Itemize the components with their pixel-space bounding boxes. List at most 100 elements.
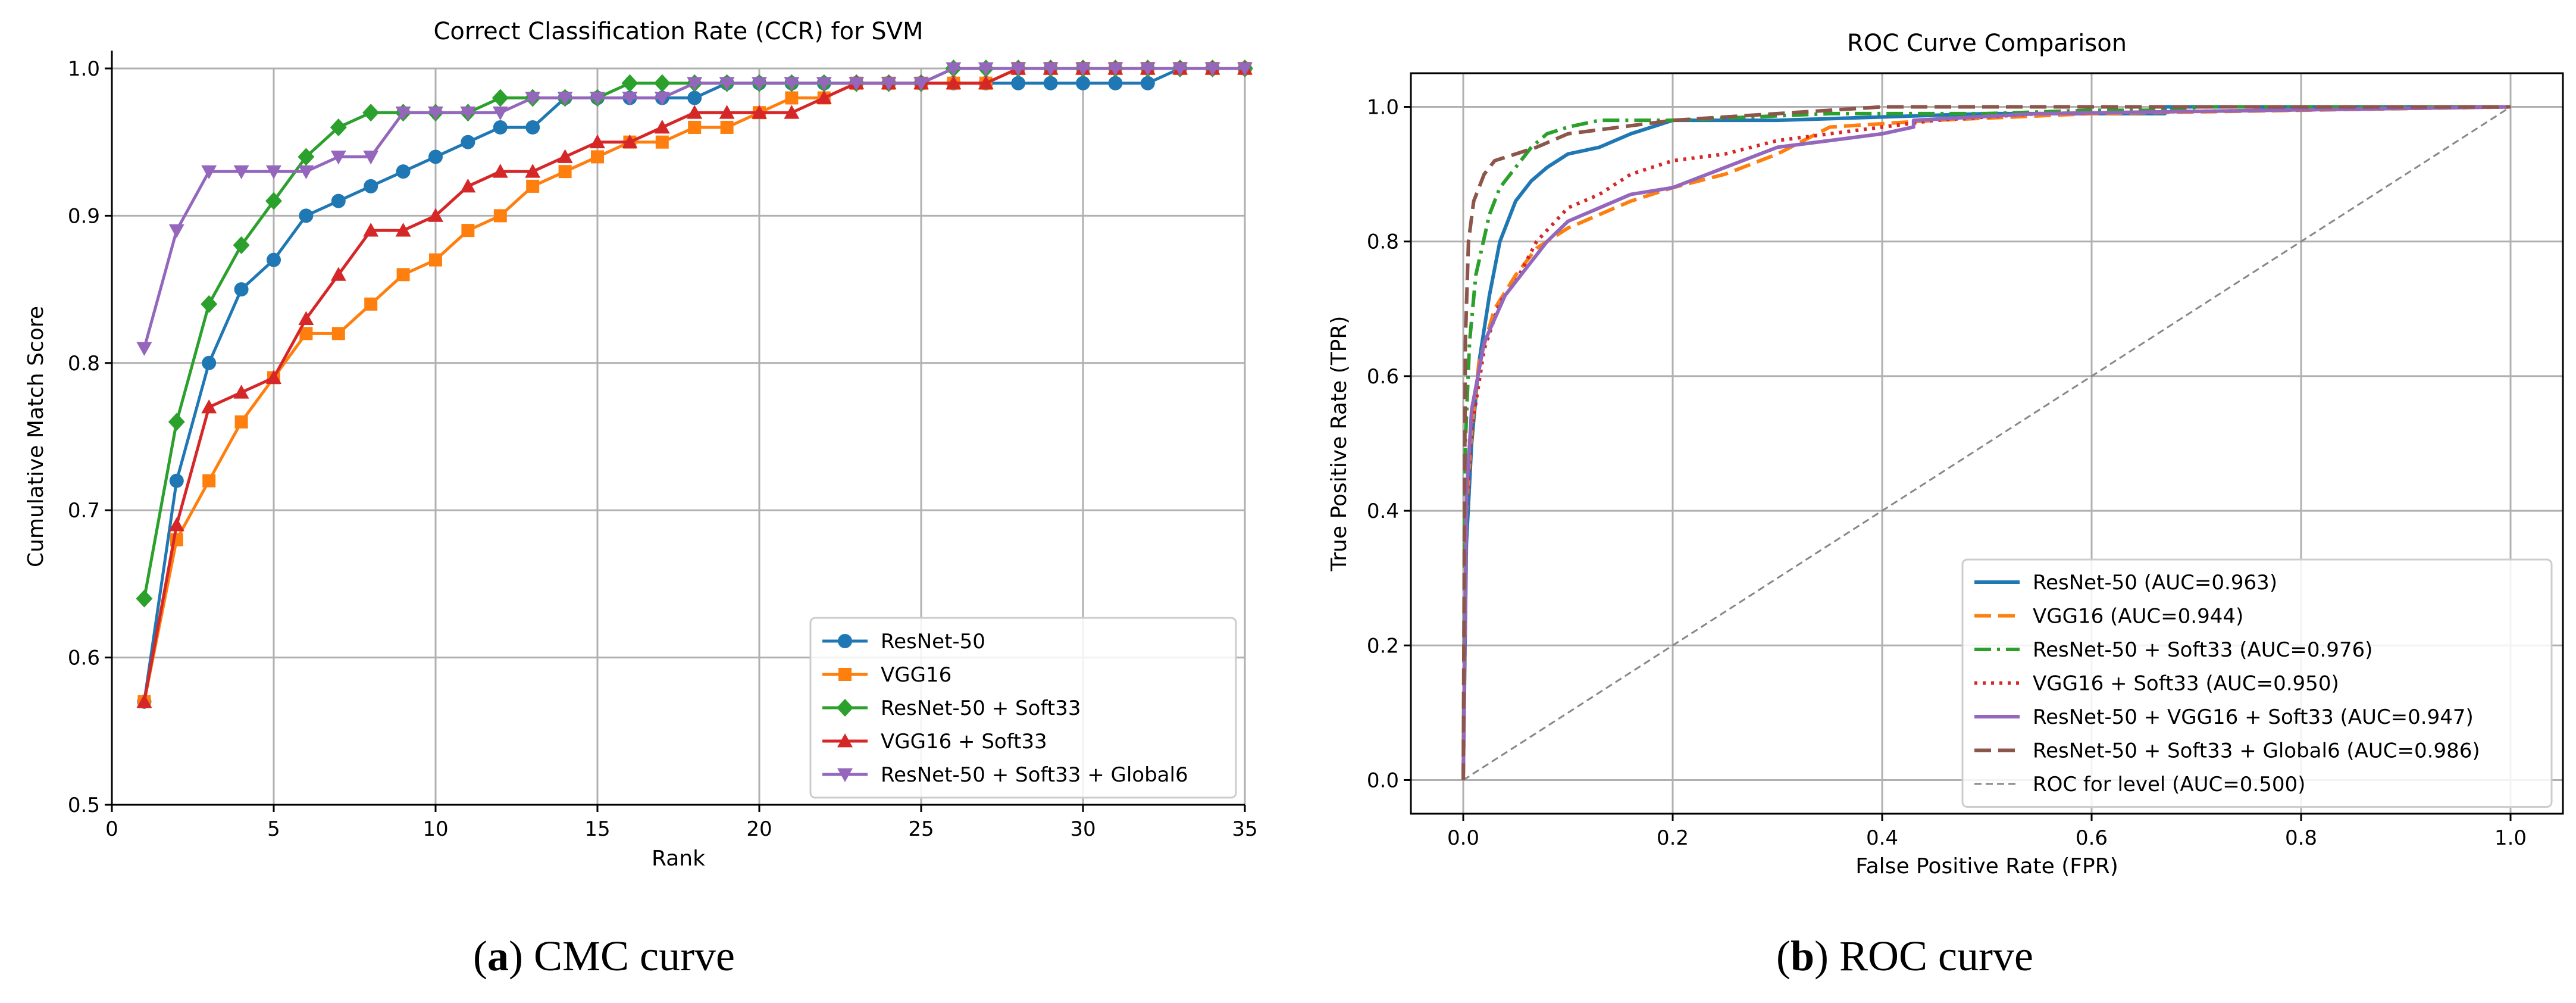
cmc-point <box>136 342 152 357</box>
roc-legend-label: ResNet-50 (AUC=0.963) <box>2033 571 2277 595</box>
cmc-ytick-label: 0.5 <box>68 793 100 817</box>
cmc-point <box>591 150 604 164</box>
cmc-series-line <box>142 67 1245 702</box>
caption-b-text: ROC curve <box>1839 932 2033 980</box>
cmc-point <box>687 105 703 119</box>
cmc-legend-box <box>809 617 1237 799</box>
cmc-legend-label: ResNet-50 <box>881 630 985 654</box>
cmc-point <box>234 282 249 297</box>
roc-xtick-label: 0.2 <box>1657 826 1689 850</box>
cmc-point <box>816 77 832 91</box>
cmc-point <box>233 236 250 254</box>
cmc-point <box>362 104 380 122</box>
cmc-point <box>525 164 541 178</box>
cmc-point <box>1140 76 1155 90</box>
cmc-point <box>461 224 475 238</box>
cmc-point <box>1043 76 1058 90</box>
roc-ytick-label: 0.4 <box>1367 499 1399 523</box>
cmc-xtick-label: 35 <box>1232 817 1257 841</box>
roc-ytick-label: 0.8 <box>1367 230 1399 254</box>
cmc-point <box>526 179 540 193</box>
roc-series-line <box>1463 106 2511 781</box>
cmc-point <box>492 164 508 178</box>
cmc-series-line <box>142 67 1245 702</box>
roc-ytick-label: 0.2 <box>1367 634 1399 658</box>
cmc-point <box>202 474 216 488</box>
cmc-point <box>299 327 313 340</box>
cmc-chart: 0 5 10 15 20 25 30 35 0.5 0.6 0.7 0.8 0.9 1.0 Correct … <box>24 18 1258 871</box>
cmc-point <box>168 517 184 532</box>
roc-legend-label: ROC for level (AUC=0.500) <box>2033 773 2305 796</box>
roc-xtick-label: 0.4 <box>1866 826 1898 850</box>
cmc-point <box>363 151 379 165</box>
cmc-legend-marker <box>838 634 852 648</box>
cmc-legend-marker <box>837 699 853 717</box>
cmc-point <box>395 106 411 121</box>
cmc-point <box>719 105 735 119</box>
cmc-point <box>298 311 314 325</box>
cmc-point <box>622 134 638 149</box>
cmc-point <box>913 77 929 91</box>
cmc-point <box>493 209 507 223</box>
cmc-series-line <box>142 67 1245 702</box>
roc-series-line <box>1461 105 2511 780</box>
cmc-point <box>265 192 282 210</box>
cmc-point <box>978 75 994 90</box>
cmc-point <box>492 89 509 107</box>
caption-a-text: CMC curve <box>533 932 735 980</box>
cmc-point <box>1076 76 1090 90</box>
cmc-point <box>168 224 184 239</box>
cmc-point <box>1108 76 1123 90</box>
cmc-legend: ResNet-50 VGG16 ResNet-50 + Soft33 VGG16 + … <box>809 617 1237 799</box>
cmc-point <box>428 208 443 222</box>
cmc-point <box>558 165 572 179</box>
cmc-point <box>330 151 346 165</box>
cmc-point <box>363 223 379 237</box>
cmc-point <box>168 413 185 431</box>
cmc-legend-marker <box>837 768 853 782</box>
cmc-point <box>1107 62 1123 76</box>
cmc-point <box>720 120 734 134</box>
roc-ytick-label: 0.6 <box>1367 365 1399 389</box>
cmc-point <box>1075 62 1091 76</box>
cmc-point <box>201 399 217 414</box>
cmc-point <box>653 74 671 92</box>
cmc-point <box>1011 76 1026 90</box>
roc-chart: 0.0 0.2 0.4 0.6 0.8 1.0 0.0 0.2 0.4 0.6 0.8 1.0 ROC … <box>1327 30 2564 879</box>
cmc-point <box>752 77 767 91</box>
cmc-xtick-label: 10 <box>422 817 448 841</box>
roc-xtick-label: 0.6 <box>2076 826 2108 850</box>
cmc-point <box>233 385 249 399</box>
roc-series-line <box>1461 105 2511 780</box>
cmc-ytick-label: 0.9 <box>68 204 100 228</box>
roc-legend-label: ResNet-50 + Soft33 + Global6 (AUC=0.986) <box>2033 739 2480 763</box>
cmc-point <box>785 91 799 105</box>
cmc-point <box>719 77 735 91</box>
cmc-point <box>493 120 508 135</box>
roc-ylabel: True Positive Rate (TPR) <box>1327 316 1351 572</box>
cmc-point <box>492 106 508 121</box>
cmc-point <box>202 355 217 370</box>
cmc-point <box>428 106 443 121</box>
cmc-point <box>136 693 152 708</box>
cmc-point <box>590 92 605 106</box>
cmc-point <box>1043 62 1059 76</box>
cmc-point <box>460 106 476 121</box>
cmc-point <box>298 148 315 166</box>
cmc-point <box>752 105 767 119</box>
cmc-point <box>330 267 346 281</box>
cmc-ylabel: Cumulative Match Score <box>24 306 48 567</box>
cmc-point <box>816 90 832 104</box>
roc-legend-label: ResNet-50 + Soft33 (AUC=0.976) <box>2033 638 2372 662</box>
cmc-point <box>784 105 800 119</box>
cmc-legend-marker <box>837 733 853 748</box>
roc-legend-box <box>1961 558 2553 808</box>
cmc-point <box>266 370 281 384</box>
cmc-point <box>364 179 378 193</box>
cmc-point <box>654 92 670 106</box>
cmc-point <box>525 92 541 106</box>
cmc-point <box>946 62 962 76</box>
cmc-point <box>330 118 347 136</box>
cmc-legend-marker <box>838 668 852 681</box>
